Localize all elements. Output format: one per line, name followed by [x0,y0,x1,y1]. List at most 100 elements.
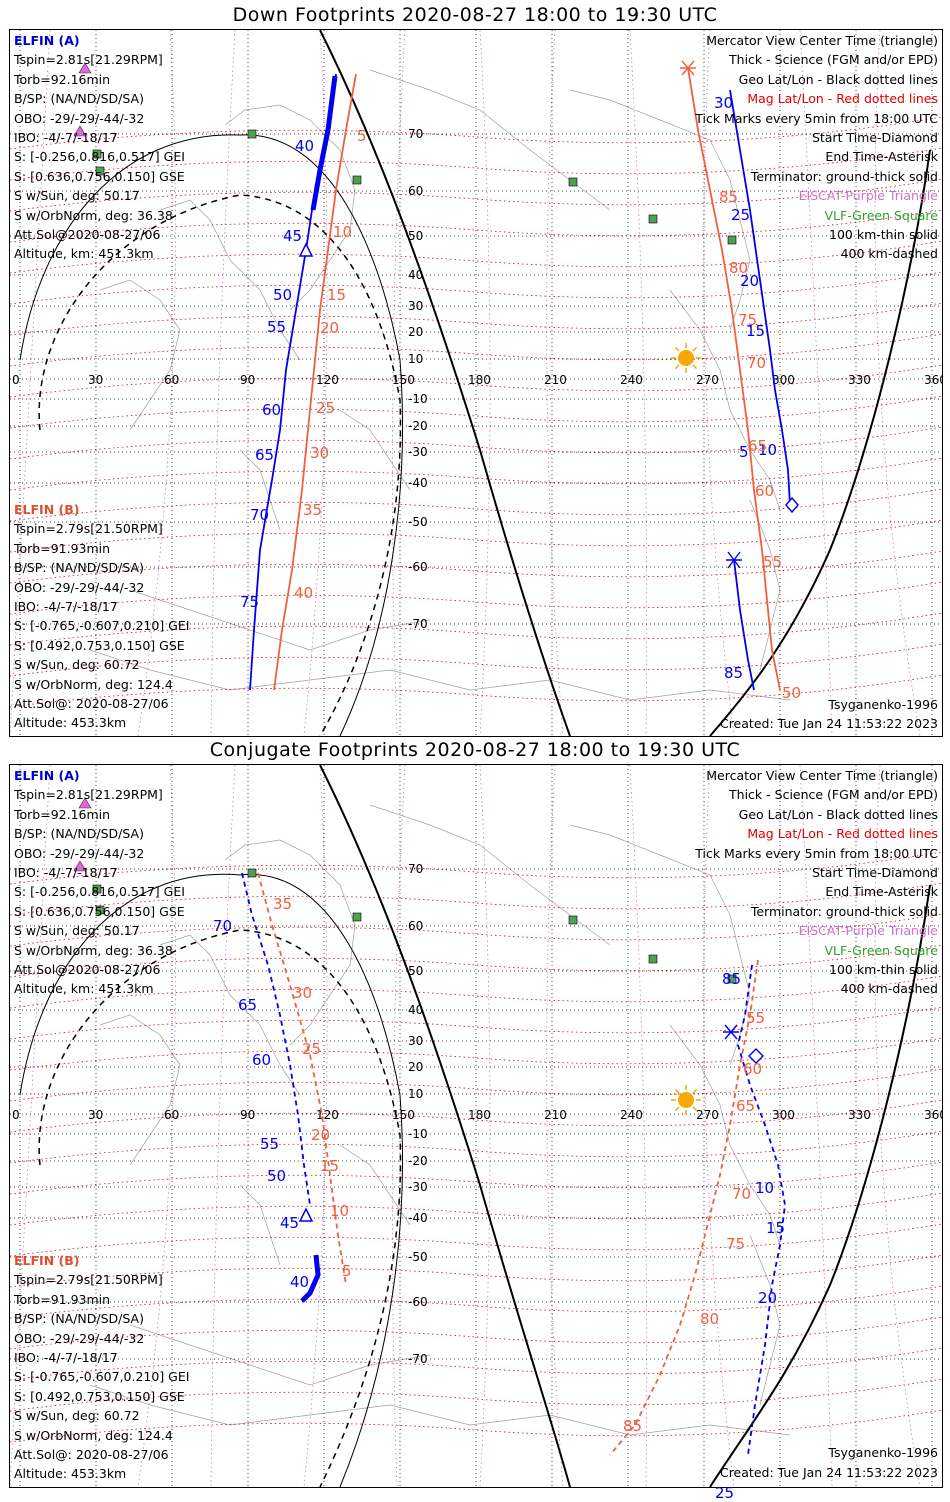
elfin-a-line: S w/Sun, deg: 50.17 [14,923,140,939]
eiscat-triangle [73,860,87,872]
lat-tick-label: -20 [408,419,428,433]
elfin-b-track [257,872,347,1286]
legend-block: Mercator View Center Time (triangle) Thi… [695,766,938,999]
lon-tick-label: 180 [468,373,491,387]
sun-icon [678,1092,694,1108]
end-asterisk [680,60,696,76]
elfin-a-tick-label: 70 [213,917,232,935]
legend-item: EISCAT-Purple Triangle [798,923,938,939]
elfin-b-track [273,73,357,691]
elfin-b-tick-label: 75 [726,1235,745,1253]
lat-tick-label: -30 [408,1180,428,1194]
elfin-b-line: Torb=91.93min [14,540,111,556]
elfin-b-tick-label: 80 [700,1310,719,1328]
elfin-b-track-east [609,959,759,1456]
lon-tick-label: 270 [696,373,719,387]
elfin-a-tick-label: 60 [262,401,281,419]
lat-tick-label: 30 [408,299,423,313]
coastline [239,1184,281,1266]
elfin-a-tick-label: 55 [267,318,286,336]
lat-tick-label: 60 [408,184,423,198]
elfin-b-tick-label: 50 [782,684,801,702]
mag-lon-line [303,30,328,736]
map-svg-conjugate: 0 30 60 90 120 150 180 210 240 270 300 330 360 70 60 50… [10,765,942,1487]
coastline [569,89,751,331]
elfin-b-tick-label: 75 [738,311,757,329]
elfin-a-line: S: [-0.256,0.816,0.517] GEI [14,149,185,165]
elfin-a-science-segment [300,1254,321,1303]
lon-tick-label: 270 [696,1108,719,1122]
legend-item: 400 km-dashed [840,246,938,262]
lon-tick-label: 330 [848,1108,871,1122]
elfin-b-tick-label: 30 [310,444,329,462]
terminator-line [709,149,931,736]
elfin-a-center-triangle [298,242,314,257]
lat-tick-label: -40 [408,1211,428,1225]
elfin-a-info: ELFIN (A) Tspin=2.81s[21.29RPM] Torb=92.… [14,766,185,999]
eiscat-triangle [73,125,87,137]
lon-tick-label: 0 [12,1108,20,1122]
vlf-station-square [95,166,105,176]
mag-lon-line [546,765,564,1487]
elfin-b-tick-label: 35 [273,895,292,913]
legend-item: Thick - Science (FGM and/or EPD) [729,52,938,68]
mag-lat-line [10,271,942,305]
footprint-400km [38,929,402,1487]
legend-item: Start Time-Diamond [811,865,938,881]
elfin-a-line: OBO: -29/-29/-44/-32 [14,845,145,861]
elfin-b-name: ELFIN (B) [14,1253,80,1268]
lon-tick-label: 30 [88,1108,103,1122]
elfin-b-line: B/SP: (NA/ND/SD/SA) [14,1311,144,1327]
sun-icon [678,350,694,366]
lat-tick-label: 40 [408,1003,423,1017]
coastline [339,409,411,491]
elfin-a-line: S: [0.636,0.756,0.150] GSE [14,903,185,919]
mag-lon-line [479,30,491,736]
lon-tick-label: 120 [316,1108,339,1122]
elfin-b-tick-label: 85 [719,188,738,206]
tick-label-overflow: 25 [715,1484,735,1502]
elfin-a-track-east [733,559,755,691]
elfin-a-line: Torb=92.16min [14,806,111,822]
elfin-a-tick-label: 55 [260,1135,279,1153]
lat-tick-label: -50 [408,515,428,529]
vlf-station-square [648,214,658,224]
lat-tick-label: -50 [408,1250,428,1264]
elfin-a-tick-label: 45 [280,1214,299,1232]
vlf-station-square [95,905,105,915]
sun-ray [674,1106,680,1112]
lon-tick-label: 360 [924,1108,942,1122]
elfin-a-tick-label: 40 [290,1273,309,1291]
panel-title-conjugate: Conjugate Footprints 2020-08-27 18:00 to… [209,739,741,761]
elfin-a-line: Tspin=2.81s[21.29RPM] [14,787,163,803]
sun-ray [692,346,698,352]
map-panel-down: 0 30 60 90 120 150 180 210 240 270 300 330 360 70 60 50… [9,29,943,737]
elfin-b-line: Tspin=2.79s[21.50RPM] [14,1272,163,1288]
elfin-a-line: B/SP: (NA/ND/SD/SA) [14,826,144,842]
elfin-a-track-east [737,964,786,1456]
elfin-a-tick-label: 15 [766,1219,785,1237]
elfin-b-line: S w/Sun, deg: 60.72 [14,657,140,673]
elfin-a-line: S: [0.636,0.756,0.150] GSE [14,168,185,184]
elfin-b-tick-label: 25 [302,1040,321,1058]
mag-lon-line [210,30,236,736]
elfin-b-tick-label: 65 [736,1097,755,1115]
mag-lon-line [10,30,51,736]
lon-tick-label: 360 [924,373,942,387]
sun-ray [674,346,680,352]
coastline [669,289,781,511]
panel-title-down: Down Footprints 2020-08-27 18:00 to 19:3… [232,4,718,26]
elfin-a-line: Altitude, km: 451.3km [14,981,154,997]
elfin-b-tick-label: 55 [763,553,782,571]
footprint-100km [19,873,403,1487]
elfin-a-tick-label: 25 [731,206,750,224]
coastline [339,1144,411,1226]
coastline [89,1384,791,1436]
coastline [224,839,356,1046]
eiscat-triangle [78,797,92,809]
model-label: Tsyganenko-1996 [828,1445,938,1460]
elfin-a-line: S w/OrbNorm, deg: 36.38 [14,207,173,223]
mag-lon-line [799,30,833,736]
coastline [129,1324,431,1386]
legend-item: Geo Lat/Lon - Black dotted lines [738,806,938,822]
